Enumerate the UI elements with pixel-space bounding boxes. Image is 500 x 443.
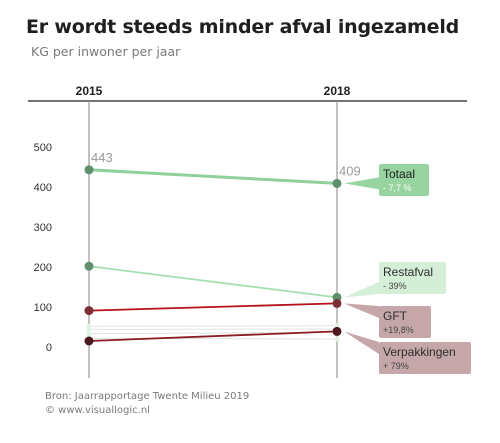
callout-box-restafval	[379, 262, 446, 294]
callout-name-gft: GFT	[383, 309, 408, 323]
callout-name-totaal: Totaal	[383, 167, 415, 181]
series-point-totaal	[332, 178, 342, 188]
y-tick-label: 100	[34, 302, 52, 314]
series-line-restafval	[88, 265, 338, 299]
source-note: Bron: Jaarrapportage Twente Milieu 2019	[45, 391, 250, 402]
background-series-line	[88, 337, 338, 340]
callout-box-gft	[379, 306, 431, 338]
series-line-verpakkingen	[88, 330, 338, 342]
callout-box-verpakkingen	[379, 342, 471, 374]
callout-change-gft: +19,8%	[383, 325, 414, 335]
callout-change-totaal: - 7,7 %	[383, 183, 412, 193]
callout-box-totaal	[379, 164, 429, 196]
series-point-restafval	[84, 261, 94, 271]
y-tick-label: 500	[34, 142, 52, 154]
callout-pointer-gft	[344, 303, 379, 318]
series-lines	[84, 165, 342, 346]
series-line-totaal	[88, 168, 338, 185]
series-point-totaal	[84, 165, 94, 175]
y-tick-label: 300	[34, 222, 52, 234]
callout-name-restafval: Restafval	[383, 265, 433, 279]
series-point-verpakkingen	[332, 326, 342, 336]
x-tick-2018: 2018	[324, 84, 351, 98]
chart-subtitle: KG per inwoner per jaar	[31, 44, 181, 59]
callout-name-verpakkingen: Verpakkingen	[383, 345, 456, 359]
y-tick-label: 400	[34, 182, 52, 194]
x-tick-2015: 2015	[76, 84, 103, 98]
callout-pointer-totaal	[344, 177, 379, 190]
callout-change-verpakkingen: + 79%	[383, 361, 409, 371]
callout-pointer-restafval	[344, 282, 379, 298]
chart-title: Er wordt steeds minder afval ingezameld	[26, 16, 460, 38]
y-axis-ticks: 0 100 200 300 400 500	[34, 142, 52, 354]
copyright-note: © www.visuallogic.nl	[45, 405, 150, 416]
series-labels: 443 409 Totaal - 7,7 % Restafval - 39% GFT +19,…	[91, 150, 471, 374]
series-point-gft	[332, 298, 342, 308]
series-line-gft	[88, 302, 338, 312]
callout-change-restafval: - 39%	[383, 281, 407, 291]
series-point-verpakkingen	[84, 336, 94, 346]
series-point-gft	[84, 306, 94, 316]
background-series-point	[86, 326, 92, 332]
data-label-totaal: 443	[91, 150, 113, 165]
y-tick-label: 200	[34, 262, 52, 274]
callout-pointer-verpakkingen	[344, 331, 379, 354]
y-tick-label: 0	[46, 342, 52, 354]
background-series-point	[86, 331, 92, 337]
background-series-point	[334, 336, 340, 342]
data-label-totaal: 409	[339, 163, 361, 178]
